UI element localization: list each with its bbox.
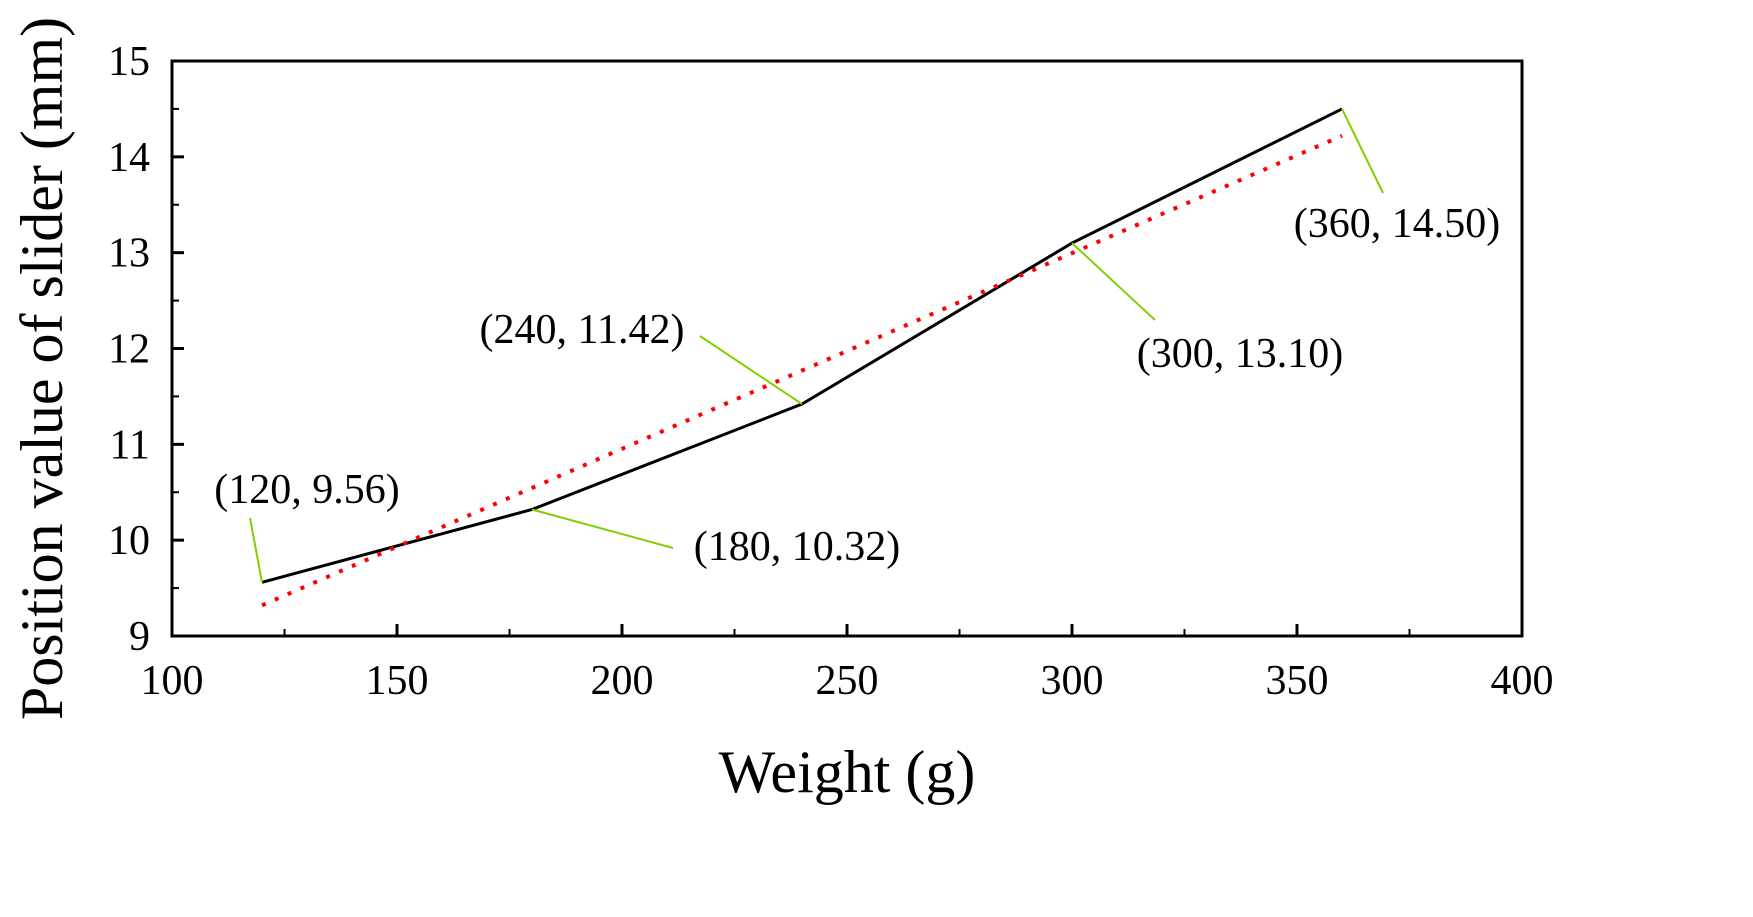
annotation-label: (300, 13.10) bbox=[1137, 331, 1343, 377]
annotation-label: (120, 9.56) bbox=[214, 467, 399, 513]
x-tick-label: 250 bbox=[816, 658, 879, 704]
annotation-leader-line bbox=[1341, 108, 1384, 194]
annotation-leader-line bbox=[249, 517, 263, 583]
annotation-label: (180, 10.32) bbox=[694, 524, 900, 570]
x-tick-label: 350 bbox=[1266, 658, 1329, 704]
y-tick-label: 14 bbox=[108, 135, 150, 181]
y-tick-label: 12 bbox=[108, 327, 150, 373]
y-tick-label: 15 bbox=[108, 39, 150, 85]
annotation-leader-line bbox=[1071, 242, 1156, 321]
series-line-linear-fit bbox=[261, 133, 1343, 608]
annotation-label: (360, 14.50) bbox=[1294, 201, 1500, 247]
annotation-leader-line bbox=[699, 335, 803, 405]
annotation-leader-line bbox=[531, 508, 674, 549]
y-tick-label: 10 bbox=[108, 518, 150, 564]
y-axis-title: Position value of slider (mm) bbox=[9, 17, 75, 720]
x-tick-label: 100 bbox=[141, 658, 204, 704]
y-tick-label: 13 bbox=[108, 231, 150, 277]
x-axis-title: Weight (g) bbox=[719, 739, 976, 805]
ticks-layer: 100 150 200 250 300 350 400 9 10 11 12 13 14 15 bbox=[108, 39, 1554, 704]
y-tick-label: 9 bbox=[129, 614, 150, 660]
x-tick-label: 150 bbox=[366, 658, 429, 704]
x-tick-label: 200 bbox=[591, 658, 654, 704]
x-tick-label: 400 bbox=[1491, 658, 1554, 704]
y-tick-label: 11 bbox=[110, 422, 150, 468]
annotation-layer: (120, 9.56) (180, 10.32) (240, 11.42) (300,… bbox=[214, 108, 1500, 583]
annotation-label: (240, 11.42) bbox=[480, 307, 685, 353]
x-tick-label: 300 bbox=[1041, 658, 1104, 704]
